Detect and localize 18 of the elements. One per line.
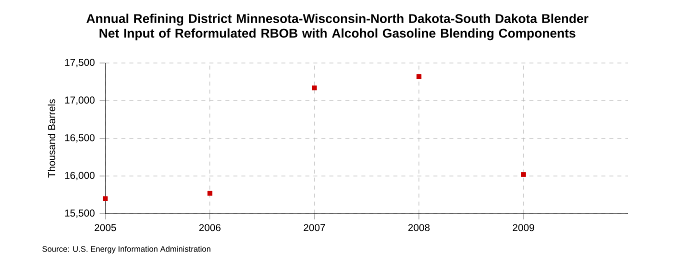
x-tick-label: 2008	[408, 224, 430, 232]
x-tick-label: 2009	[512, 224, 534, 232]
point	[102, 196, 108, 202]
x-tick-label: 2007	[304, 224, 326, 232]
point	[312, 85, 317, 90]
chart-title: Annual Refining District Minnesota-Wisconsin-North Dakota-South Dakota Blender Net Input of Reformulated RBOB with Alcohol Gasoline Blending Components	[86, 14, 588, 40]
x-tick-label: 2005	[94, 224, 116, 232]
y-tick-label: 17,500	[65, 58, 95, 68]
y-tick-label: 16,500	[65, 134, 95, 142]
y-tick-label: 16,000	[65, 172, 95, 180]
y-axis-title: Thousand Barrels	[48, 99, 56, 178]
y-tick-label: 15,500	[65, 210, 95, 218]
point	[207, 190, 212, 196]
point	[521, 172, 526, 177]
x-tick-label: 2006	[199, 224, 221, 232]
point	[416, 74, 422, 79]
source-note: Source: U.S. Energy Information Administration	[42, 246, 210, 254]
y-tick-label: 17,000	[65, 96, 95, 105]
